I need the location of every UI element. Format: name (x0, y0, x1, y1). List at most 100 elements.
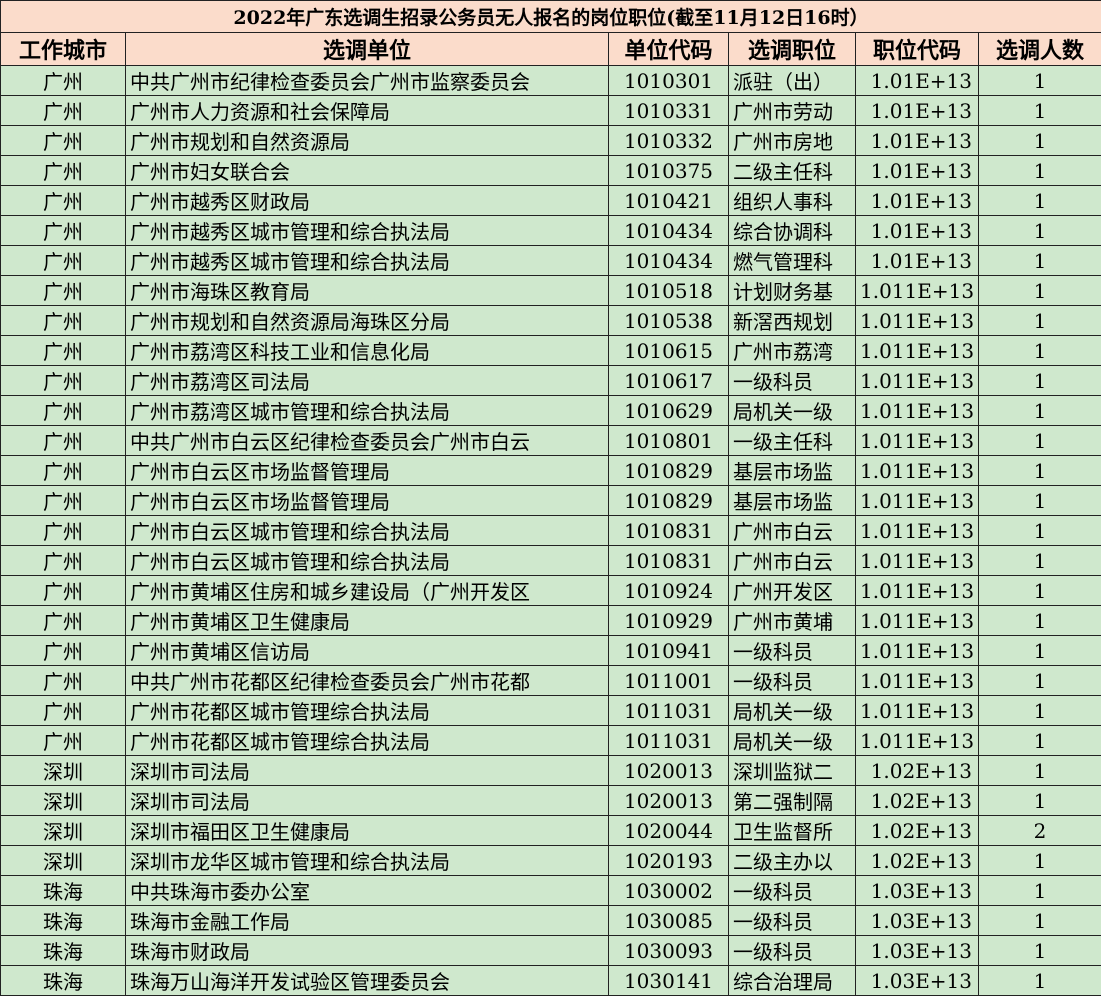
cell-city[interactable]: 广州 (1, 576, 126, 606)
cell-position-code[interactable]: 1.02E+13 (856, 816, 979, 846)
cell-position[interactable]: 新滘西规划 (729, 306, 856, 336)
cell-position-code[interactable]: 1.011E+13 (856, 636, 979, 666)
cell-city[interactable]: 广州 (1, 426, 126, 456)
cell-unit-code[interactable]: 1020013 (609, 756, 729, 786)
cell-count[interactable]: 1 (979, 696, 1101, 726)
cell-position[interactable]: 广州市荔湾 (729, 336, 856, 366)
cell-unit-code[interactable]: 1010941 (609, 636, 729, 666)
cell-position-code[interactable]: 1.011E+13 (856, 606, 979, 636)
cell-unit[interactable]: 中共广州市花都区纪律检查委员会广州市花都 (126, 666, 609, 696)
cell-unit[interactable]: 广州市妇女联合会 (126, 156, 609, 186)
cell-unit-code[interactable]: 1011031 (609, 696, 729, 726)
cell-unit-code[interactable]: 1030085 (609, 906, 729, 936)
cell-unit-code[interactable]: 1030141 (609, 966, 729, 996)
cell-count[interactable]: 1 (979, 96, 1101, 126)
cell-city[interactable]: 广州 (1, 246, 126, 276)
cell-unit[interactable]: 深圳市福田区卫生健康局 (126, 816, 609, 846)
cell-count[interactable]: 1 (979, 486, 1101, 516)
cell-count[interactable]: 1 (979, 456, 1101, 486)
cell-city[interactable]: 深圳 (1, 786, 126, 816)
cell-count[interactable]: 1 (979, 576, 1101, 606)
cell-position-code[interactable]: 1.011E+13 (856, 546, 979, 576)
cell-unit[interactable]: 广州市越秀区财政局 (126, 186, 609, 216)
cell-city[interactable]: 广州 (1, 636, 126, 666)
cell-position-code[interactable]: 1.02E+13 (856, 786, 979, 816)
cell-unit-code[interactable]: 1030093 (609, 936, 729, 966)
cell-count[interactable]: 1 (979, 636, 1101, 666)
cell-position-code[interactable]: 1.01E+13 (856, 96, 979, 126)
cell-position[interactable]: 局机关一级 (729, 726, 856, 756)
cell-city[interactable]: 深圳 (1, 846, 126, 876)
cell-count[interactable]: 1 (979, 366, 1101, 396)
cell-unit[interactable]: 广州市荔湾区城市管理和综合执法局 (126, 396, 609, 426)
cell-city[interactable]: 珠海 (1, 966, 126, 996)
cell-city[interactable]: 广州 (1, 516, 126, 546)
header-unit[interactable]: 选调单位 (126, 33, 609, 66)
cell-city[interactable]: 广州 (1, 726, 126, 756)
cell-city[interactable]: 广州 (1, 666, 126, 696)
cell-position[interactable]: 一级科员 (729, 876, 856, 906)
cell-position-code[interactable]: 1.02E+13 (856, 846, 979, 876)
cell-position[interactable]: 综合治理局 (729, 966, 856, 996)
cell-count[interactable]: 1 (979, 546, 1101, 576)
cell-city[interactable]: 广州 (1, 306, 126, 336)
cell-unit-code[interactable]: 1010538 (609, 306, 729, 336)
cell-position-code[interactable]: 1.011E+13 (856, 666, 979, 696)
cell-city[interactable]: 广州 (1, 486, 126, 516)
cell-city[interactable]: 广州 (1, 276, 126, 306)
cell-count[interactable]: 1 (979, 936, 1101, 966)
cell-count[interactable]: 1 (979, 336, 1101, 366)
cell-city[interactable]: 广州 (1, 216, 126, 246)
cell-count[interactable]: 1 (979, 516, 1101, 546)
cell-unit-code[interactable]: 1010331 (609, 96, 729, 126)
header-unit-code[interactable]: 单位代码 (609, 33, 729, 66)
cell-unit[interactable]: 珠海万山海洋开发试验区管理委员会 (126, 966, 609, 996)
cell-unit[interactable]: 广州市规划和自然资源局 (126, 126, 609, 156)
cell-position-code[interactable]: 1.011E+13 (856, 516, 979, 546)
cell-unit[interactable]: 广州市荔湾区司法局 (126, 366, 609, 396)
cell-count[interactable]: 1 (979, 276, 1101, 306)
cell-count[interactable]: 1 (979, 606, 1101, 636)
cell-unit-code[interactable]: 1010375 (609, 156, 729, 186)
cell-unit[interactable]: 广州市黄埔区信访局 (126, 636, 609, 666)
cell-position-code[interactable]: 1.011E+13 (856, 426, 979, 456)
cell-position-code[interactable]: 1.02E+13 (856, 756, 979, 786)
cell-unit[interactable]: 广州市花都区城市管理综合执法局 (126, 726, 609, 756)
cell-unit-code[interactable]: 1010829 (609, 456, 729, 486)
cell-city[interactable]: 广州 (1, 96, 126, 126)
cell-unit-code[interactable]: 1010332 (609, 126, 729, 156)
cell-position-code[interactable]: 1.01E+13 (856, 66, 979, 96)
cell-position[interactable]: 计划财务基 (729, 276, 856, 306)
cell-count[interactable]: 1 (979, 876, 1101, 906)
cell-unit-code[interactable]: 1010924 (609, 576, 729, 606)
cell-position[interactable]: 基层市场监 (729, 486, 856, 516)
header-position[interactable]: 选调职位 (729, 33, 856, 66)
cell-unit-code[interactable]: 1010518 (609, 276, 729, 306)
cell-position[interactable]: 第二强制隔 (729, 786, 856, 816)
cell-position[interactable]: 广州市房地 (729, 126, 856, 156)
cell-unit[interactable]: 广州市白云区市场监督管理局 (126, 486, 609, 516)
cell-position[interactable]: 广州市白云 (729, 546, 856, 576)
cell-position-code[interactable]: 1.01E+13 (856, 126, 979, 156)
cell-position[interactable]: 一级科员 (729, 636, 856, 666)
cell-position[interactable]: 局机关一级 (729, 696, 856, 726)
cell-unit-code[interactable]: 1010434 (609, 246, 729, 276)
cell-position[interactable]: 一级科员 (729, 366, 856, 396)
cell-position[interactable]: 综合协调科 (729, 216, 856, 246)
cell-unit-code[interactable]: 1010434 (609, 216, 729, 246)
cell-position-code[interactable]: 1.011E+13 (856, 366, 979, 396)
cell-unit-code[interactable]: 1030002 (609, 876, 729, 906)
cell-count[interactable]: 2 (979, 816, 1101, 846)
cell-unit[interactable]: 广州市花都区城市管理综合执法局 (126, 696, 609, 726)
cell-unit[interactable]: 广州市白云区城市管理和综合执法局 (126, 516, 609, 546)
cell-count[interactable]: 1 (979, 426, 1101, 456)
cell-unit-code[interactable]: 1010615 (609, 336, 729, 366)
cell-unit[interactable]: 广州市规划和自然资源局海珠区分局 (126, 306, 609, 336)
cell-position-code[interactable]: 1.01E+13 (856, 216, 979, 246)
cell-city[interactable]: 广州 (1, 336, 126, 366)
cell-count[interactable]: 1 (979, 126, 1101, 156)
cell-count[interactable]: 1 (979, 786, 1101, 816)
cell-count[interactable]: 1 (979, 216, 1101, 246)
header-city[interactable]: 工作城市 (1, 33, 126, 66)
cell-unit-code[interactable]: 1010929 (609, 606, 729, 636)
